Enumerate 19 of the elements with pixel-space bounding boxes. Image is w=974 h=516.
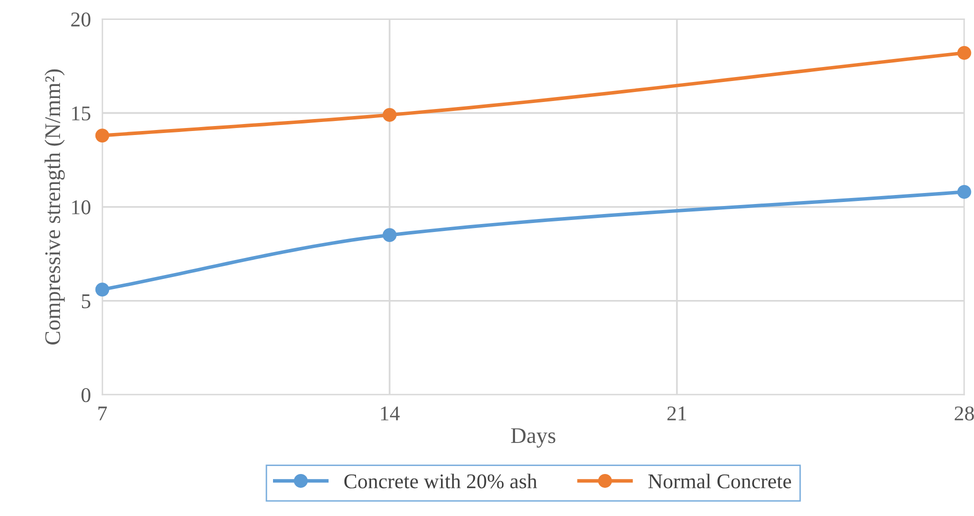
y-tick-label: 10 [72,200,90,214]
legend-label: Concrete with 20% ash [344,474,538,488]
x-tick-label: 21 [667,406,686,420]
y-axis-title: Compressive strength (N/mm²) [44,69,65,345]
y-tick-label: 5 [82,294,90,308]
x-tick-label: 7 [98,406,107,420]
x-tick-label: 14 [381,406,400,420]
y-tick-label: 20 [71,12,90,27]
point [957,184,972,199]
point [95,282,110,297]
legend-label: Normal Concrete [648,474,792,488]
point [382,228,397,242]
y-tick-label: 15 [72,106,90,120]
y-tick-label: 0 [82,388,90,402]
point [382,108,397,122]
point [95,128,110,142]
x-axis-title: Days [511,428,556,448]
x-tick-label: 28 [954,406,974,421]
point [957,46,972,60]
